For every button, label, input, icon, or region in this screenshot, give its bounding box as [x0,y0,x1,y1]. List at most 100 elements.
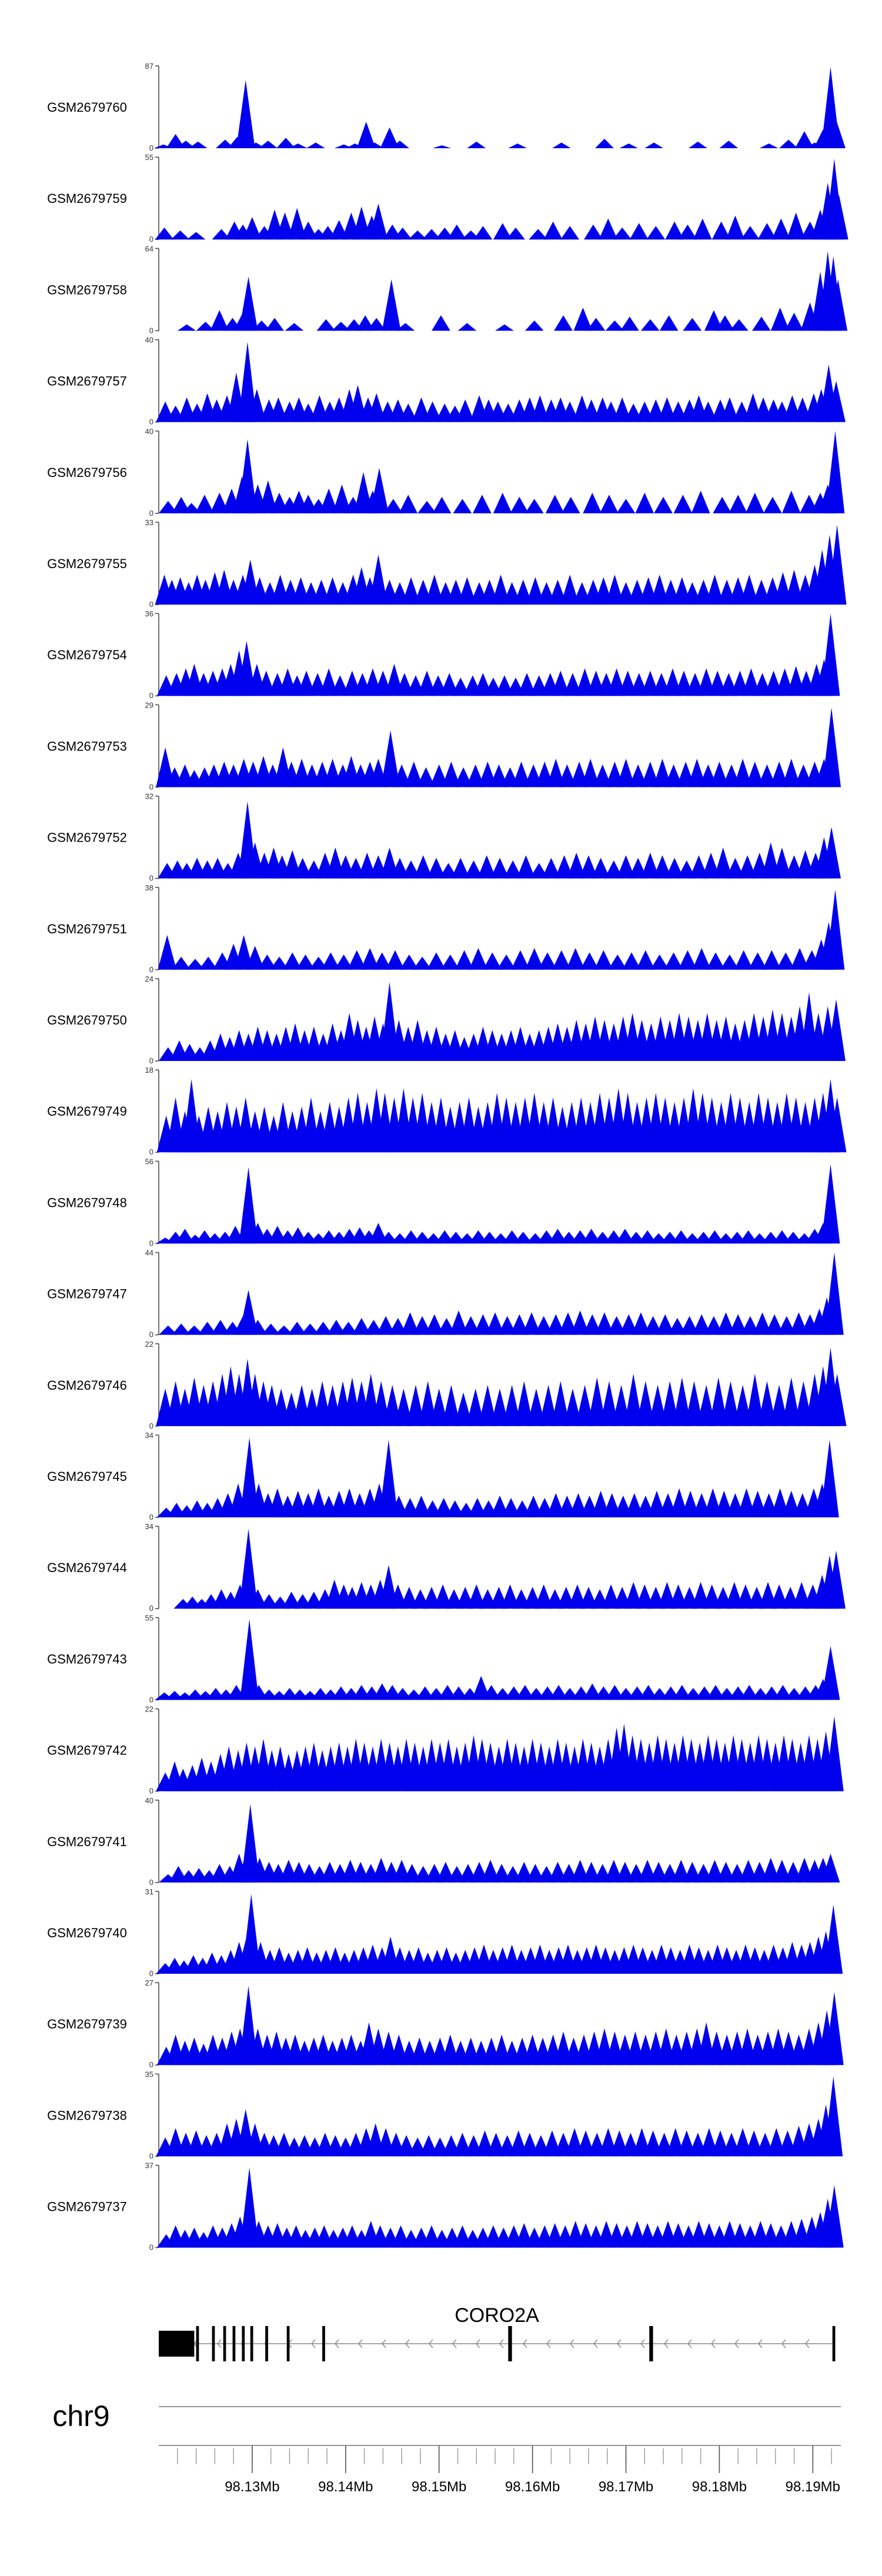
signal-peak [826,431,845,513]
signal-peak [616,855,636,879]
signal-peak [538,952,557,970]
strand-arrow [452,2339,457,2348]
y-tick-label-zero: 0 [149,1604,153,1613]
signal-peak [239,1986,258,2066]
signal-peak [469,947,488,970]
y-tick-label-zero: 0 [149,2151,153,2160]
signal-peak [265,318,284,331]
signal-peak [824,2076,843,2157]
track-GSM2679744: GSM2679744 34 0 [47,1522,846,1613]
signal-peak [516,855,536,879]
signal-peak [529,229,548,240]
signal-peak [423,401,442,422]
signal-peak [776,952,796,970]
signal-peak [635,492,654,513]
signal-peak [729,1314,748,1335]
signal-peak [467,141,486,148]
y-tick-label-zero: 0 [149,144,153,152]
signal-peak [561,496,580,513]
signal-peak [177,324,196,331]
signal-peak [573,308,593,331]
signal-peak [283,952,302,970]
y-tick-label-max: 18 [145,1066,153,1075]
signal-peak [269,397,288,422]
signal-peak [827,1550,846,1609]
signal-peak [762,950,781,970]
track-GSM2679758: GSM2679758 64 0 [47,244,848,335]
signal-peak [393,227,412,240]
signal-peak [719,141,739,148]
signal-peak [827,1373,847,1426]
signal-peak [394,1389,413,1426]
signal-peak [451,857,470,879]
track-GSM2679741: GSM2679741 40 0 [47,1796,840,1887]
signal-peak [248,1320,268,1335]
signal-peak [683,318,702,331]
strand-arrow [429,2339,433,2348]
y-tick-label-zero: 0 [149,691,153,700]
signal-peak [600,495,619,513]
signal-peak [542,857,561,879]
strand-arrow [217,2339,222,2348]
signal-peak [442,761,461,788]
y-tick-label-zero: 0 [149,509,153,518]
signal-peak [593,764,612,788]
signal-peak [497,955,516,970]
signal-peak [591,857,610,879]
signal-peak [259,480,278,513]
gene-utr-block [159,2331,195,2357]
signal-peak [486,1312,505,1335]
y-tick-label-max: 32 [145,792,153,801]
signal-peak [824,2185,844,2248]
signal-peak [195,495,214,513]
strand-arrow [570,2339,574,2348]
signal-peak [622,952,641,970]
signal-peak [390,141,409,148]
signal-peak [650,955,669,970]
signal-peak [238,342,257,422]
signal-peak [513,1232,533,1244]
signal-peak [442,1384,461,1426]
y-tick-label-max: 64 [145,244,153,253]
signal-peak [680,1316,699,1335]
signal-peak [275,212,295,240]
signal-peak [466,1389,485,1426]
signal-peak [644,142,664,148]
signal-peak [600,1381,619,1426]
signal-peak [159,1325,178,1335]
signal-peak [413,855,433,879]
y-tick-label-max: 44 [145,1249,153,1257]
y-tick-label-max: 22 [145,1705,153,1714]
track-label: GSM2679743 [47,1651,127,1666]
signal-peak [466,764,485,788]
y-tick-label-max: 36 [145,609,153,618]
y-tick-label-zero: 0 [149,1695,153,1704]
y-tick-label-zero: 0 [149,2243,153,2252]
track-GSM2679750: GSM2679750 24 0 [47,975,846,1065]
signal-peak [242,1894,261,1974]
y-tick-label-zero: 0 [149,326,153,335]
y-tick-label-max: 29 [145,700,153,709]
signal-peak [654,496,673,513]
signal-peak [692,947,711,970]
signal-peak [706,952,725,970]
signal-peak [710,761,729,788]
signal-peak [237,640,256,696]
signal-peak [176,141,195,148]
y-tick-label-zero: 0 [149,782,153,791]
y-tick-label-max: 31 [145,1887,153,1896]
signal-peak [236,80,255,148]
signal-peak [828,279,848,331]
signal-peak [313,1322,333,1335]
signal-peak [605,320,624,331]
strand-arrow [523,2339,527,2348]
track-GSM2679759: GSM2679759 55 0 [47,153,848,243]
signal-peak [653,855,672,879]
y-tick-label-max: 37 [145,2161,153,2170]
track-label: GSM2679751 [47,922,127,936]
signal-peak [770,308,790,331]
signal-peak [757,764,777,788]
gene-exon [508,2326,512,2361]
signal-peak [258,955,277,970]
signal-peak [720,955,739,970]
